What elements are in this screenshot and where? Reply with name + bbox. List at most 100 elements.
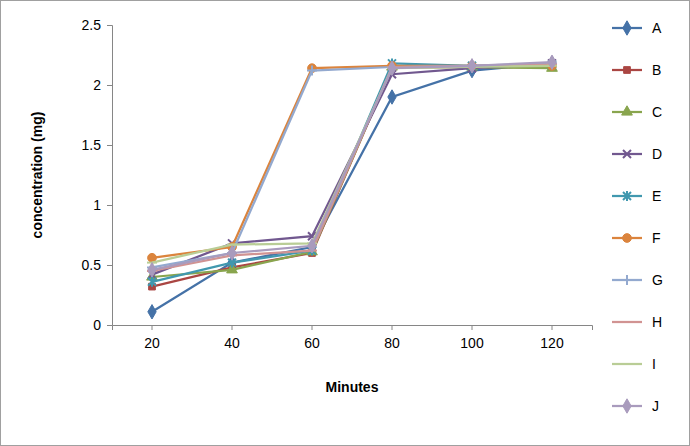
x-tick: 120 xyxy=(540,325,564,351)
y-tick: 1 xyxy=(93,197,112,213)
x-tick-label: 60 xyxy=(304,335,320,351)
x-axis-line xyxy=(113,326,593,331)
series-line xyxy=(152,63,552,311)
y-tick-label: 1 xyxy=(93,197,101,213)
legend-marker xyxy=(623,234,632,243)
marker xyxy=(228,246,236,260)
marker xyxy=(308,239,316,253)
y-tick: 0.5 xyxy=(82,257,112,273)
y-tick: 2.5 xyxy=(82,17,112,33)
marker xyxy=(468,59,476,73)
y-tick-label: 2 xyxy=(93,77,101,93)
legend-marker xyxy=(622,275,632,285)
series xyxy=(147,58,557,272)
legend-marker xyxy=(624,67,631,74)
series xyxy=(147,61,558,280)
legend-item: B xyxy=(612,62,661,78)
x-tick-label: 120 xyxy=(540,335,564,351)
series xyxy=(149,64,556,290)
series-line xyxy=(152,63,552,267)
legend-label: D xyxy=(652,146,662,162)
legend-label: B xyxy=(652,62,661,78)
x-tick-mark xyxy=(552,325,553,330)
legend-line xyxy=(612,321,642,323)
series-line xyxy=(152,67,552,277)
legend-item: A xyxy=(612,20,662,36)
y-axis-line xyxy=(107,26,113,326)
legend-marker xyxy=(623,150,631,158)
y-tick-mark xyxy=(107,325,112,326)
series xyxy=(148,58,556,286)
series-line xyxy=(152,65,552,271)
legend-label: I xyxy=(652,356,656,372)
marker xyxy=(548,55,556,69)
x-tick-mark xyxy=(312,325,313,330)
series xyxy=(147,65,557,271)
series xyxy=(147,66,557,263)
legend-item: E xyxy=(612,188,661,204)
legend-label: J xyxy=(652,398,659,414)
marker xyxy=(307,66,317,76)
series-line xyxy=(152,63,552,274)
x-tick: 40 xyxy=(224,325,240,351)
marker xyxy=(388,61,396,75)
legend-marker xyxy=(622,106,633,115)
x-tick-label: 40 xyxy=(224,335,240,351)
legend-marker xyxy=(623,191,631,201)
x-tick-mark xyxy=(392,325,393,330)
y-tick-mark xyxy=(107,85,112,86)
y-tick: 2 xyxy=(93,77,112,93)
series xyxy=(148,61,557,262)
legend: A B C D E F G H I J xyxy=(612,20,663,414)
x-tick-mark xyxy=(232,325,233,330)
series-line xyxy=(152,63,552,281)
y-axis: 0 0.5 1 1.5 2 2.5 xyxy=(82,17,113,333)
x-axis: 20 40 60 80 100 120 xyxy=(113,325,593,351)
legend-item: C xyxy=(612,104,662,120)
legend-marker xyxy=(623,21,631,35)
legend-item: H xyxy=(612,314,662,330)
y-tick-label: 1.5 xyxy=(82,137,102,153)
chart: 0 0.5 1 1.5 2 2.5 20 40 60 80 100 120 Minutes concent… xyxy=(0,0,690,446)
legend-label: C xyxy=(652,104,662,120)
legend-item: I xyxy=(612,356,656,372)
series xyxy=(148,55,556,277)
series xyxy=(148,59,556,278)
marker xyxy=(388,90,396,104)
legend-item: J xyxy=(612,398,659,414)
legend-item: G xyxy=(612,272,663,288)
x-tick: 60 xyxy=(304,325,320,351)
series xyxy=(148,56,556,319)
x-tick: 100 xyxy=(460,325,484,351)
y-tick-label: 0 xyxy=(93,317,101,333)
legend-label: H xyxy=(652,314,662,330)
y-tick-label: 0.5 xyxy=(82,257,102,273)
series-line xyxy=(152,62,552,270)
legend-line xyxy=(612,363,642,365)
x-tick-label: 100 xyxy=(460,335,484,351)
y-tick-mark xyxy=(107,25,112,26)
series-line xyxy=(152,66,552,263)
chart-frame xyxy=(1,1,690,446)
x-tick-label: 80 xyxy=(384,335,400,351)
plot-area xyxy=(147,55,558,319)
legend-item: F xyxy=(612,230,661,246)
legend-marker xyxy=(622,363,632,365)
legend-label: G xyxy=(652,272,663,288)
y-tick: 0 xyxy=(93,317,112,333)
legend-label: E xyxy=(652,188,661,204)
x-tick-mark xyxy=(152,325,153,330)
legend-label: F xyxy=(652,230,661,246)
legend-marker xyxy=(622,321,632,323)
legend-item: D xyxy=(612,146,662,162)
x-tick: 20 xyxy=(144,325,160,351)
x-axis-title: Minutes xyxy=(326,379,379,395)
marker xyxy=(148,277,156,287)
series-line xyxy=(152,66,552,258)
legend-marker xyxy=(623,399,631,413)
y-axis-title: concentration (mg) xyxy=(29,112,45,239)
y-tick: 1.5 xyxy=(82,137,112,153)
x-tick: 80 xyxy=(384,325,400,351)
x-tick-label: 20 xyxy=(144,335,160,351)
series-line xyxy=(152,67,552,287)
